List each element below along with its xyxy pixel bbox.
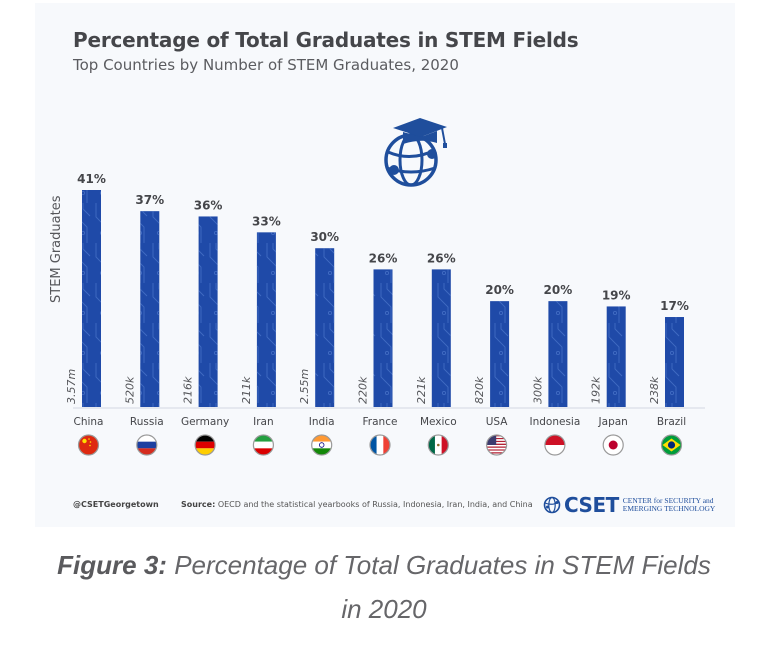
- mexico-flag-icon: [427, 434, 449, 456]
- value-label-mexico: 26%: [427, 251, 456, 265]
- chart-title: Percentage of Total Graduates in STEM Fi…: [73, 28, 579, 52]
- india-flag-icon: [311, 434, 333, 456]
- russia-flag-icon: [136, 434, 158, 456]
- cset-name-line2: EMERGING TECHNOLOGY: [622, 504, 716, 513]
- stem-graduates-label-iran: 211k: [240, 376, 253, 404]
- cset-logo: CSET CENTER for SECURITY and EMERGING TE…: [543, 493, 715, 517]
- bar-pattern-russia: [140, 211, 160, 407]
- category-label-russia: Russia: [130, 416, 164, 428]
- category-label-japan: Japan: [598, 416, 628, 428]
- figure-caption-text: Percentage of Total Graduates in STEM Fi…: [174, 550, 711, 580]
- stem-graduates-label-germany: 216k: [182, 376, 195, 404]
- category-label-germany: Germany: [181, 416, 229, 428]
- brazil-flag-icon: [660, 434, 683, 456]
- source-text: OECD and the statistical yearbooks of Ru…: [217, 500, 533, 509]
- france-flag-icon: [369, 434, 391, 456]
- category-label-france: France: [363, 416, 398, 428]
- category-label-indonesia: Indonesia: [530, 416, 581, 428]
- stem-graduates-label-japan: 192k: [590, 376, 603, 404]
- value-label-indonesia: 20%: [544, 283, 573, 297]
- cset-wordmark: CSET: [564, 493, 619, 517]
- value-label-india: 30%: [310, 230, 339, 244]
- stem-graduates-label-russia: 520k: [123, 376, 136, 404]
- twitter-handle: @CSETGeorgetown: [73, 500, 159, 509]
- usa-flag-icon: [486, 434, 508, 456]
- bar-pattern-france: [373, 269, 393, 407]
- stem-graduates-label-usa: 820k: [473, 376, 486, 404]
- bar-pattern-mexico: [431, 269, 451, 407]
- category-label-india: India: [309, 416, 335, 428]
- bar-pattern-iran: [256, 232, 276, 407]
- stem-graduates-label-france: 220k: [357, 376, 370, 404]
- japan-flag-icon: [602, 434, 624, 456]
- stem-graduates-label-mexico: 221k: [415, 376, 428, 404]
- cset-name-line1: CENTER for SECURITY and: [622, 496, 714, 505]
- value-label-russia: 37%: [135, 193, 164, 207]
- category-label-iran: Iran: [253, 416, 274, 428]
- value-label-france: 26%: [369, 251, 398, 265]
- bar-pattern-usa: [490, 301, 510, 407]
- bar-pattern-china: [82, 190, 101, 407]
- stem-graduates-label-brazil: 238k: [648, 376, 661, 404]
- cset-globe-icon: [543, 496, 561, 514]
- bar-chart: 41% 3.57m China 37% 520k Russia 36% 216k Germany…: [65, 172, 705, 456]
- value-label-germany: 36%: [194, 198, 223, 212]
- indonesia-flag-icon: [544, 434, 566, 456]
- stem-graduates-label-india: 2.55m: [298, 369, 311, 404]
- value-label-iran: 33%: [252, 214, 281, 228]
- graduation-globe-icon: [384, 118, 447, 187]
- category-label-usa: USA: [486, 416, 509, 428]
- bar-pattern-japan: [606, 306, 626, 407]
- category-label-brazil: Brazil: [657, 416, 686, 428]
- figure-caption-text-line2: in 2020: [341, 594, 427, 624]
- source-note: Source: OECD and the statistical yearboo…: [181, 500, 533, 509]
- value-label-japan: 19%: [602, 288, 631, 302]
- value-label-brazil: 17%: [660, 299, 689, 313]
- infographic-card: Percentage of Total Graduates in STEM Fi…: [35, 3, 735, 527]
- germany-flag-icon: [194, 434, 216, 456]
- value-label-usa: 20%: [485, 283, 514, 297]
- china-flag-icon: [77, 434, 100, 456]
- bar-pattern-brazil: [665, 317, 684, 407]
- category-label-china: China: [74, 416, 104, 428]
- bar-pattern-indonesia: [548, 301, 568, 407]
- cset-full-name: CENTER for SECURITY and EMERGING TECHNOL…: [623, 497, 716, 513]
- source-label: Source:: [181, 500, 216, 509]
- bar-pattern-germany: [198, 216, 218, 407]
- bar-pattern-india: [315, 248, 335, 407]
- category-label-mexico: Mexico: [420, 416, 457, 428]
- stem-graduates-label-china: 3.57m: [65, 369, 78, 404]
- figure-label: Figure 3:: [57, 550, 167, 580]
- value-label-china: 41%: [77, 172, 106, 186]
- stem-graduates-label-indonesia: 300k: [531, 376, 544, 404]
- figure-caption: Figure 3: Percentage of Total Graduates …: [0, 543, 768, 631]
- iran-flag-icon: [252, 434, 274, 456]
- chart-subtitle: Top Countries by Number of STEM Graduate…: [73, 56, 459, 74]
